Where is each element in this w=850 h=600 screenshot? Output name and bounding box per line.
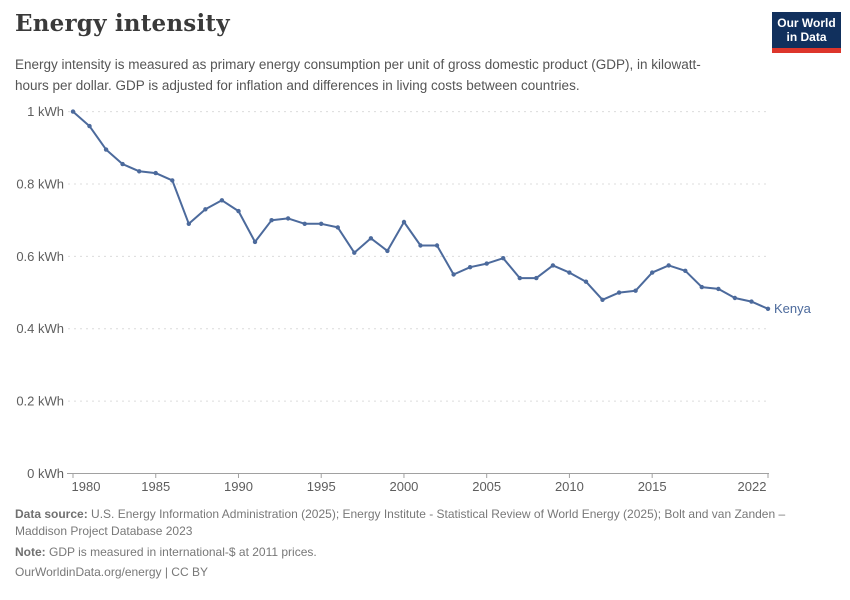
data-point-marker: [269, 218, 274, 223]
data-source-line: Data source: U.S. Energy Information Adm…: [15, 506, 837, 540]
data-point-marker: [534, 275, 539, 281]
data-point-marker: [186, 221, 191, 226]
x-tick-label: 1985: [141, 479, 170, 494]
data-point-marker: [699, 284, 704, 290]
data-point-marker: [666, 263, 671, 268]
x-tick-label: 2000: [389, 479, 418, 494]
y-tick-label: 0.4 kWh: [16, 321, 64, 336]
data-point-marker: [170, 178, 175, 183]
y-tick-label: 1 kWh: [27, 104, 64, 119]
x-tick-label: 1980: [72, 479, 101, 494]
data-point-marker: [302, 221, 307, 226]
data-point-marker: [203, 207, 208, 212]
data-point-marker: [583, 279, 589, 284]
note-text: GDP is measured in international-$ at 20…: [49, 544, 317, 559]
data-point-marker: [517, 275, 522, 281]
data-point-marker: [236, 208, 241, 214]
owid-logo-line1: Our World: [777, 15, 836, 30]
chart-footer: Data source: U.S. Energy Information Adm…: [15, 506, 837, 585]
data-point-marker: [600, 297, 605, 302]
data-point-marker: [120, 161, 125, 167]
data-point-marker: [385, 248, 390, 254]
data-point-marker: [683, 268, 688, 273]
data-point-marker: [501, 256, 506, 261]
x-tick-label: 2010: [555, 479, 584, 494]
data-point-marker: [319, 221, 324, 226]
note-line: Note: GDP is measured in international-$…: [15, 544, 837, 561]
data-point-marker: [137, 169, 142, 174]
x-tick-label: 1990: [224, 479, 253, 494]
owid-logo-line2: in Data: [786, 30, 827, 44]
data-point-marker: [616, 290, 622, 295]
data-point-marker: [252, 239, 258, 245]
chart-subtitle: Energy intensity is measured as primary …: [15, 57, 701, 93]
y-tick-label: 0.2 kWh: [16, 394, 64, 409]
note-label: Note:: [15, 544, 46, 559]
data-point-marker: [70, 109, 76, 114]
data-point-marker: [650, 270, 655, 275]
data-point-marker: [451, 272, 456, 277]
data-point-marker: [418, 243, 423, 248]
data-point-marker: [335, 225, 340, 230]
citation[interactable]: OurWorldinData.org/energy | CC BY: [15, 565, 208, 580]
x-tick-label: 2015: [638, 479, 667, 494]
data-point-marker: [285, 216, 291, 221]
data-point-marker: [716, 286, 721, 292]
y-tick-label: 0 kWh: [27, 466, 64, 481]
data-point-marker: [765, 306, 771, 311]
data-point-marker: [103, 147, 109, 152]
data-point-marker: [567, 270, 572, 275]
data-source-label: Data source:: [15, 507, 88, 521]
x-tick-label: 2022: [738, 479, 767, 494]
y-tick-label: 0.6 kWh: [16, 249, 64, 264]
data-point-marker: [153, 170, 158, 176]
data-point-marker: [633, 288, 638, 293]
y-tick-label: 0.8 kWh: [16, 176, 64, 191]
data-point-marker: [434, 243, 440, 248]
data-point-marker: [484, 261, 489, 266]
data-point-marker: [368, 236, 374, 241]
data-point-marker: [401, 219, 407, 225]
data-point-marker: [219, 198, 225, 203]
data-point-marker: [467, 265, 473, 270]
data-point-marker: [352, 250, 357, 255]
data-point-marker: [550, 263, 556, 268]
x-tick-label: 1995: [307, 479, 336, 494]
data-point-marker: [749, 299, 754, 304]
page-title: Energy intensity: [15, 10, 230, 37]
owid-logo[interactable]: Our World in Data: [772, 12, 841, 53]
x-tick-label: 2005: [472, 479, 501, 494]
data-point-marker: [732, 295, 738, 301]
data-point-marker: [87, 123, 92, 129]
trend-line[interactable]: [72, 110, 769, 310]
series-label-kenya[interactable]: Kenya: [774, 301, 811, 316]
data-source-text: U.S. Energy Information Administration (…: [15, 507, 786, 539]
